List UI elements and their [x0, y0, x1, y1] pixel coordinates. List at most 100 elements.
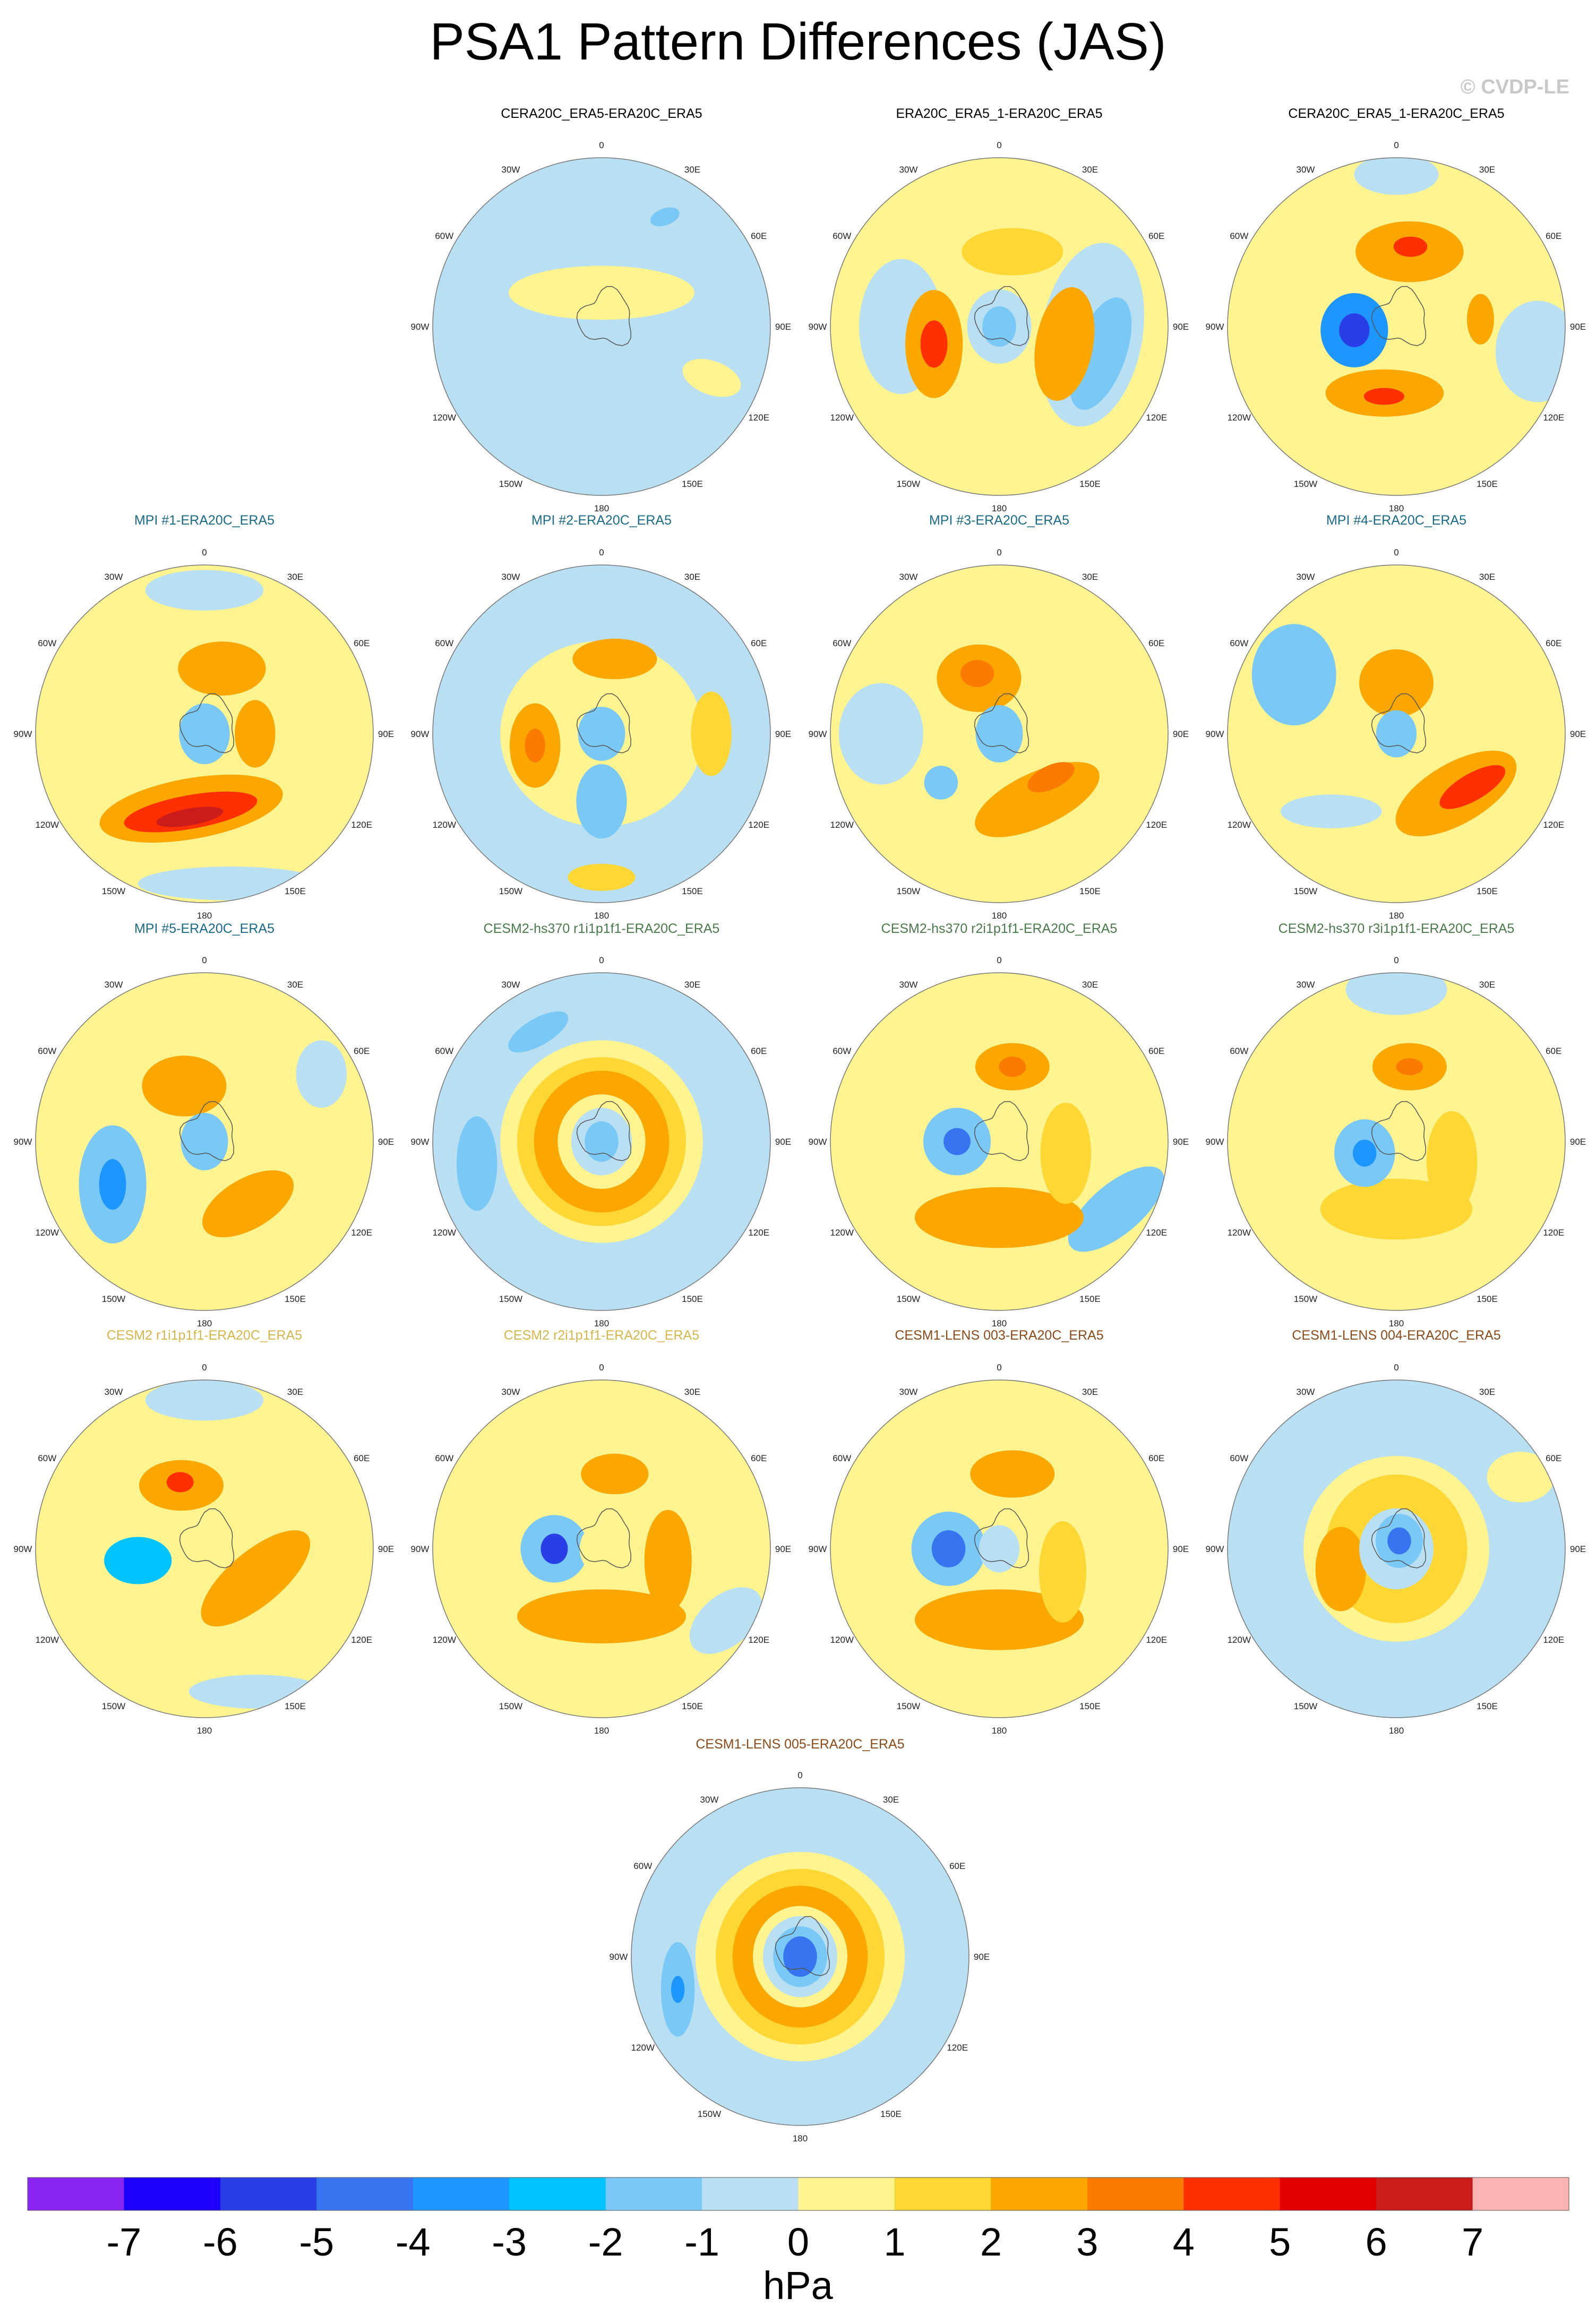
longitude-label: 30E: [684, 165, 700, 175]
longitude-label: 30W: [502, 1387, 520, 1397]
longitude-label: 150W: [1294, 479, 1317, 489]
contour-region: [585, 1121, 619, 1162]
panel-title: MPI #1-ERA20C_ERA5: [134, 513, 274, 528]
longitude-label: 180: [1389, 1318, 1404, 1328]
longitude-label: 30W: [899, 980, 918, 990]
contour-region: [145, 570, 264, 611]
longitude-label: 60E: [1148, 1453, 1164, 1463]
map-boundary: [432, 157, 771, 496]
colorbar-tick-label: 6: [1366, 2220, 1387, 2264]
colorbar-tick-label: -6: [203, 2220, 238, 2264]
colorbar-frame: [27, 2177, 1569, 2211]
longitude-label: 60W: [833, 638, 851, 648]
contour-region: [1426, 1111, 1478, 1213]
contour-region: [1387, 1527, 1411, 1555]
longitude-label: 150W: [897, 1701, 920, 1711]
longitude-label: 180: [992, 1726, 1007, 1736]
colorbar-tick-label: -2: [588, 2220, 623, 2264]
longitude-label: 120E: [1543, 413, 1564, 423]
longitude-label: 180: [992, 1318, 1007, 1328]
longitude-label: 90W: [809, 1544, 827, 1554]
antarctica-coastline: [179, 693, 235, 753]
longitude-label: 180: [594, 911, 609, 921]
longitude-label: 90W: [411, 1137, 430, 1147]
map-panel: MPI #5-ERA20C_ERA5 0 30E 60E 90E 120E 150E 180 1…: [14, 921, 394, 1328]
panel-title: ERA20C_ERA5_1-ERA20C_ERA5: [896, 106, 1102, 121]
contour-region: [178, 641, 266, 696]
map-boundary: [830, 1379, 1169, 1718]
contour-region: [1034, 287, 1095, 401]
longitude-label: 60W: [1230, 1046, 1248, 1056]
longitude-label: 60W: [435, 1046, 453, 1056]
contour-region: [1363, 388, 1404, 405]
longitude-label: 120E: [748, 1635, 769, 1645]
antarctica-coastline: [1371, 693, 1427, 753]
longitude-label: 60E: [354, 1046, 370, 1056]
panel-title: CESM1-LENS 004-ERA20C_ERA5: [1292, 1328, 1500, 1343]
panel-title: CESM2-hs370 r3i1p1f1-ERA20C_ERA5: [1278, 921, 1515, 936]
longitude-label: 180: [1389, 911, 1404, 921]
longitude-label: 120W: [36, 1228, 59, 1238]
longitude-label: 120E: [748, 1228, 769, 1238]
contour-region: [691, 691, 732, 776]
field-background: [830, 973, 1168, 1310]
longitude-label: 120W: [1228, 1228, 1251, 1238]
contour-region: [578, 707, 625, 761]
longitude-label: 60W: [38, 1046, 56, 1056]
contour-region: [1495, 301, 1565, 402]
longitude-label: 30W: [502, 165, 520, 175]
colorbar: -7 -6 -5 -4 -3 -2 -1 0 1 2 3 4 5 6 7 hPa: [27, 2177, 1569, 2308]
longitude-label: 90E: [1173, 729, 1189, 739]
longitude-label: 30W: [1297, 980, 1315, 990]
longitude-label: 30E: [287, 980, 303, 990]
longitude-label: 0: [202, 955, 207, 965]
longitude-label: 150W: [1294, 886, 1317, 896]
longitude-label: 60W: [633, 1861, 652, 1871]
longitude-label: 150E: [285, 1294, 306, 1304]
contour-region: [975, 705, 1023, 763]
longitude-label: 180: [197, 911, 212, 921]
longitude-label: 150W: [1294, 1294, 1317, 1304]
panel-title: MPI #4-ERA20C_ERA5: [1326, 513, 1466, 528]
longitude-label: 60W: [435, 1453, 453, 1463]
longitude-label: 90W: [809, 729, 827, 739]
longitude-label: 30W: [1297, 165, 1315, 175]
map-boundary: [830, 972, 1169, 1311]
colorbar-tick-label: -5: [299, 2220, 334, 2264]
map-panel: CESM2 r2i1p1f1-ERA20C_ERA5 0 30E 60E 90E 120E…: [411, 1328, 792, 1736]
map-panel: MPI #3-ERA20C_ERA5 0 30E 60E 90E 120E 150E 180 1…: [809, 513, 1189, 921]
longitude-label: 30W: [1297, 572, 1315, 582]
panel-title: MPI #3-ERA20C_ERA5: [929, 513, 1069, 528]
colorbar-bin: [413, 2177, 510, 2210]
contour-region: [644, 1510, 692, 1611]
colorbar-tick-label: 2: [980, 2220, 1002, 2264]
colorbar-unit: hPa: [763, 2263, 834, 2308]
contour-region: [999, 1056, 1026, 1077]
longitude-label: 0: [1394, 1362, 1398, 1373]
contour-region: [508, 1011, 569, 1053]
longitude-label: 60E: [1148, 638, 1164, 648]
longitude-label: 60E: [751, 638, 767, 648]
longitude-label: 150E: [682, 479, 703, 489]
longitude-label: 120W: [1228, 1635, 1251, 1645]
longitude-label: 90W: [809, 322, 827, 332]
panel-title: MPI #2-ERA20C_ERA5: [531, 513, 672, 528]
contour-region: [579, 1523, 624, 1574]
longitude-label: 60E: [1546, 638, 1561, 648]
antarctica-coastline: [576, 286, 632, 346]
contour-region: [650, 207, 680, 227]
antarctica-coastline: [974, 1101, 1029, 1161]
contour-region: [1359, 649, 1434, 717]
panel-title: CESM1-LENS 005-ERA20C_ERA5: [696, 1737, 904, 1752]
longitude-label: 60W: [435, 638, 453, 648]
longitude-label: 30W: [899, 165, 918, 175]
longitude-label: 180: [197, 1726, 212, 1736]
longitude-label: 150E: [682, 1294, 703, 1304]
panel-title: MPI #5-ERA20C_ERA5: [134, 921, 274, 936]
longitude-label: 90W: [14, 1544, 32, 1554]
longitude-label: 120E: [1543, 820, 1564, 830]
map-panel: CESM2-hs370 r1i1p1f1-ERA20C_ERA5 0 30E 60E 9…: [411, 921, 792, 1328]
longitude-label: 30E: [1479, 1387, 1495, 1397]
colorbar-bin: [124, 2177, 221, 2210]
longitude-label: 150E: [880, 2109, 902, 2119]
